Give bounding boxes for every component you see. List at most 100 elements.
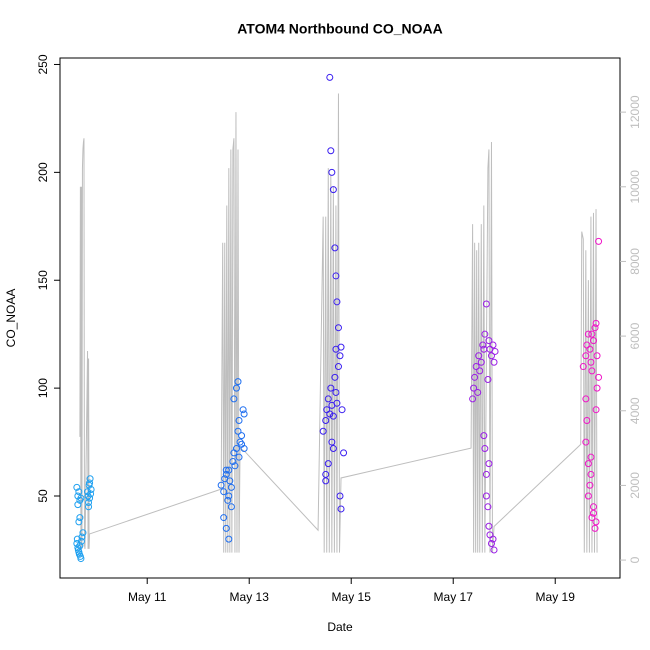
data-point [588,330,596,338]
data-point [79,529,87,537]
data-point [324,460,332,468]
data-point [334,324,342,332]
data-point [469,395,477,403]
y-tick-label: 200 [36,162,50,182]
data-point [482,492,490,500]
data-point [583,416,591,424]
data-point [217,481,225,489]
data-point [329,445,337,453]
data-point [77,555,85,563]
data-point [589,337,597,345]
data-point [220,488,228,496]
data-point [76,542,84,550]
data-point [78,533,86,541]
y2-tick-label: 2000 [628,472,642,499]
x-tick-label: May 13 [230,590,270,604]
data-point [222,466,230,474]
x-tick-label: May 15 [332,590,372,604]
data-point [475,352,483,360]
data-point [333,298,341,306]
data-point [226,477,234,485]
data-point [86,475,94,483]
y-tick-label: 50 [36,489,50,503]
data-point [582,395,590,403]
data-point [87,490,95,498]
data-point [232,445,240,453]
data-point [322,477,330,485]
y2-tick-label: 10000 [628,170,642,204]
data-point [595,373,603,381]
data-point [484,503,492,511]
data-point [326,73,334,81]
data-point [225,492,233,500]
data-point [481,445,489,453]
data-point [85,498,93,506]
data-point [472,363,480,371]
data-point [76,514,84,522]
data-point [332,388,340,396]
data-point [591,524,599,532]
x-tick-label: May 19 [536,590,576,604]
y2-tick-label: 6000 [628,322,642,349]
data-point [586,481,594,489]
data-point [589,509,597,517]
data-point [593,384,601,392]
data-point [328,168,336,176]
data-point [334,363,342,371]
data-point [593,352,601,360]
data-point [482,300,490,308]
data-point [238,432,246,440]
data-point [231,462,239,470]
y-tick-label: 250 [36,54,50,74]
data-point [235,416,243,424]
data-point [322,416,330,424]
chart-title: ATOM4 Northbound CO_NOAA [237,21,443,37]
data-point [331,373,339,381]
data-point [490,358,498,366]
data-point [333,399,341,407]
plot-frame [59,57,621,579]
data-point [230,395,238,403]
data-point [224,496,232,504]
data-point [586,345,594,353]
data-point [477,358,485,366]
data-point [489,341,497,349]
data-point [481,330,489,338]
data-point [329,186,337,194]
data-point [482,470,490,478]
x-axis-label: Date [327,620,353,634]
data-point [220,514,228,522]
data-point [479,341,487,349]
data-point [336,492,344,500]
data-point [336,352,344,360]
data-point [338,406,346,414]
data-point [328,438,336,446]
data-point [582,438,590,446]
data-point [234,427,242,435]
data-point [85,503,93,511]
data-point [234,378,242,386]
data-point [327,147,335,155]
data-point [340,449,348,457]
data-point [471,373,479,381]
data-point [584,492,592,500]
data-point [77,494,85,502]
data-point [337,505,345,513]
y2-tick-label: 12000 [628,95,642,129]
data-point [487,539,495,547]
data-point [587,470,595,478]
data-point [75,488,83,496]
data-point [239,406,247,414]
data-point [87,486,95,494]
data-point [592,319,600,327]
data-point [77,537,85,545]
data-point [588,514,596,522]
data-point [491,347,499,355]
data-point [319,427,327,435]
data-point [225,535,233,543]
x-tick-label: May 11 [128,590,167,604]
data-point [240,410,248,418]
data-point [587,453,595,461]
y-tick-label: 150 [36,270,50,290]
